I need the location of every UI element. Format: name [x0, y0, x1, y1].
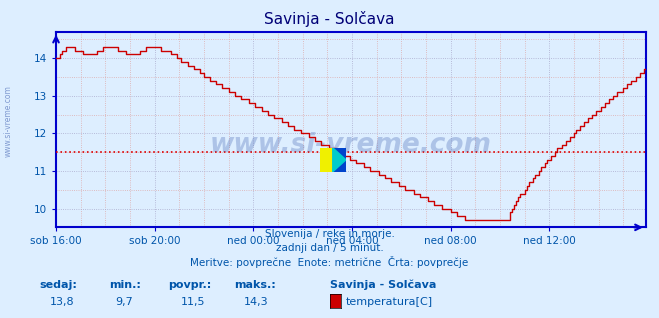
Text: povpr.:: povpr.:: [168, 280, 212, 290]
Text: sedaj:: sedaj:: [40, 280, 77, 290]
Text: maks.:: maks.:: [234, 280, 275, 290]
Text: 13,8: 13,8: [49, 297, 74, 307]
Text: temperatura[C]: temperatura[C]: [346, 297, 433, 307]
Text: Savinja - Solčava: Savinja - Solčava: [264, 11, 395, 27]
Text: www.si-vreme.com: www.si-vreme.com: [4, 85, 13, 157]
Text: www.si-vreme.com: www.si-vreme.com: [210, 132, 492, 158]
Text: Savinja - Solčava: Savinja - Solčava: [330, 279, 436, 290]
Text: 9,7: 9,7: [115, 297, 133, 307]
Text: zadnji dan / 5 minut.: zadnji dan / 5 minut.: [275, 243, 384, 253]
Text: min.:: min.:: [109, 280, 140, 290]
Polygon shape: [333, 148, 346, 172]
Polygon shape: [333, 148, 346, 172]
Text: Meritve: povprečne  Enote: metrične  Črta: povprečje: Meritve: povprečne Enote: metrične Črta:…: [190, 256, 469, 267]
Text: 14,3: 14,3: [244, 297, 268, 307]
Text: 11,5: 11,5: [181, 297, 206, 307]
Text: Slovenija / reke in morje.: Slovenija / reke in morje.: [264, 229, 395, 239]
